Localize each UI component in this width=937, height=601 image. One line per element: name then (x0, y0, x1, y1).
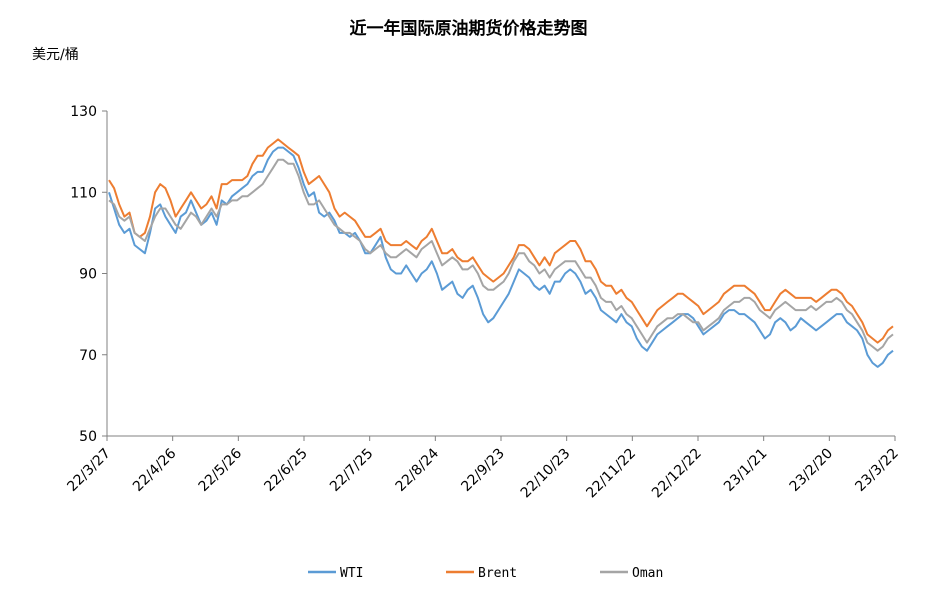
series-line-brent (108, 138, 894, 344)
series-line-wti (108, 146, 894, 368)
legend-label-brent: Brent (478, 566, 517, 581)
x-tick-label: 23/1/21 (721, 446, 770, 495)
y-tick-label: 50 (79, 429, 97, 445)
x-tick-label: 22/9/23 (458, 446, 507, 495)
x-tick-label: 23/2/20 (787, 446, 836, 495)
chart-title: 近一年国际原油期货价格走势图 (349, 19, 588, 39)
x-tick-label: 22/5/26 (196, 445, 246, 495)
y-tick-label: 110 (70, 185, 97, 201)
x-tick-label: 22/6/25 (261, 446, 310, 495)
x-tick-label: 22/8/24 (393, 445, 443, 495)
x-tick-label: 22/12/22 (649, 446, 705, 502)
x-tick-label: 22/4/26 (130, 445, 180, 495)
y-axis-unit-label: 美元/桶 (32, 47, 79, 63)
x-tick-label: 22/10/23 (518, 446, 574, 502)
legend-label-wti: WTI (340, 566, 363, 581)
y-tick-label: 130 (70, 104, 97, 120)
legend-label-oman: Oman (632, 566, 663, 581)
y-tick-label: 70 (79, 348, 97, 364)
y-tick-label: 90 (79, 267, 97, 283)
x-tick-label: 23/3/22 (852, 446, 901, 495)
x-tick-label: 22/7/25 (327, 446, 376, 495)
x-tick-label: 22/11/22 (583, 446, 639, 502)
x-tick-label: 22/3/27 (64, 446, 113, 495)
series-line-oman (108, 158, 894, 352)
